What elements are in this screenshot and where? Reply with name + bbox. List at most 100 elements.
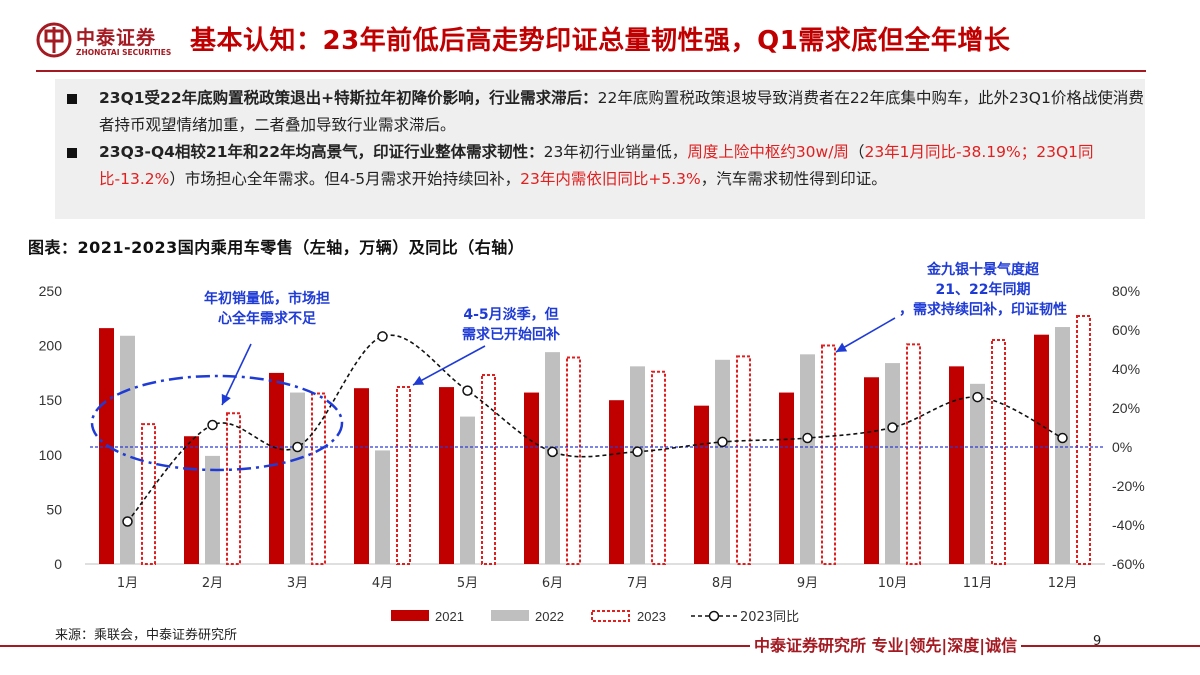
bar-2022: [715, 359, 730, 564]
arrow-apr-may: [412, 345, 486, 386]
arrow-autumn-head: [836, 342, 848, 352]
x-axis-tick-label: 10月: [878, 576, 908, 591]
yoy-point-2023: [122, 516, 133, 527]
yoy-point-2023: [802, 432, 813, 444]
annotation-apr-may: 需求已开始回补: [462, 326, 560, 343]
arrow-autumn: [835, 317, 896, 353]
slide-title: 基本认知：23年前低后高走势印证总量韧性强，Q1需求底但全年增长: [190, 26, 1011, 56]
bar-2023: [651, 370, 666, 565]
x-axis-tick-label: 12月: [1048, 576, 1078, 591]
yoy-point-2023: [462, 385, 473, 396]
right-axis-tick-label: 60%: [1112, 322, 1140, 338]
arrow-early-year-head: [221, 393, 231, 405]
right-axis-tick-label: -20%: [1112, 478, 1145, 494]
left-axis-tick-label: 100: [39, 447, 63, 463]
bullet-2-body-2: （: [848, 143, 865, 161]
annotation-autumn: 21、22年同期: [936, 281, 1031, 298]
bar-2021: [184, 436, 199, 564]
right-axis-tick-label: -60%: [1112, 556, 1145, 572]
bar-2022: [630, 366, 645, 564]
figure-caption: 图表：2021-2023国内乘用车零售（左轴，万辆）及同比（右轴）: [28, 238, 525, 257]
highlight-ellipse: [90, 374, 344, 472]
legend-label-2022: 2022: [535, 609, 564, 624]
bar-2022: [120, 335, 135, 564]
yoy-point-2023: [207, 419, 218, 431]
bullet-2-highlight-2: 23年1月同比-38.19%；23Q1同比-13.2%: [99, 143, 1094, 188]
right-axis-tick-label: 80%: [1112, 283, 1140, 299]
right-axis-tick-label: -40%: [1112, 517, 1145, 533]
bar-2023: [566, 356, 581, 565]
right-axis-tick-label: 40%: [1112, 361, 1140, 377]
legend-swatch-2023: [591, 610, 630, 622]
bullet-square-icon: [67, 148, 77, 158]
legend-label-yoy: 2023同比: [740, 610, 799, 625]
logo-text-cn: 中泰证券: [76, 27, 157, 49]
logo-icon: [36, 22, 72, 58]
bar-2023: [481, 373, 496, 565]
x-axis-tick-label: 1月: [117, 576, 138, 591]
title-divider: [36, 70, 1146, 72]
bar-2022: [375, 450, 390, 564]
yoy-point-2023: [887, 422, 898, 433]
bar-2022: [205, 455, 220, 564]
bullet-2-highlight-3: 23年内需依旧同比+5.3%: [520, 170, 701, 188]
bar-2023: [906, 343, 921, 565]
x-axis-tick-label: 5月: [457, 576, 478, 591]
bar-2023: [736, 355, 751, 566]
bar-2023: [141, 423, 156, 565]
bar-2022: [460, 416, 475, 564]
company-logo: 中泰证券 ZHONGTAI SECURITIES: [36, 20, 186, 64]
bullet-1-body: 22年底购置税政策退坡导致消费者在22年底集中购车，此外23Q1价格战使消费者持…: [99, 89, 1144, 134]
bar-2022: [1055, 327, 1070, 564]
bullet-square-icon: [67, 94, 77, 104]
bar-2021: [354, 388, 369, 564]
bullet-1-heading: 23Q1受22年底购置税政策退出+特斯拉年初降价影响，行业需求滞后：: [99, 89, 598, 107]
right-axis-tick-label: 0%: [1112, 439, 1132, 455]
arrow-apr-may-head: [413, 375, 425, 385]
bullet-2-text: 23Q3-Q4相较21年和22年均高景气，印证行业整体需求韧性：23年初行业销量…: [99, 139, 1149, 193]
x-axis-tick-label: 8月: [712, 576, 733, 591]
logo-text-en: ZHONGTAI SECURITIES: [76, 48, 172, 57]
source-note: 来源：乘联会，中泰证券研究所: [55, 628, 238, 643]
annotation-apr-may: 4-5月淡季，但: [463, 306, 558, 323]
bullet-2-body-4: ，汽车需求韧性得到印证。: [700, 170, 887, 188]
annotation-autumn: ，需求持续回补，印证韧性: [899, 301, 1067, 318]
bar-2021: [694, 405, 709, 564]
annotation-autumn: 金九银十景气度超: [926, 261, 1040, 278]
legend-swatch-2021: [391, 610, 429, 621]
bar-2022: [800, 354, 815, 564]
summary-box: 23Q1受22年底购置税政策退出+特斯拉年初降价影响，行业需求滞后：22年底购置…: [55, 79, 1145, 219]
bar-2023: [226, 412, 241, 565]
bar-2022: [885, 363, 900, 564]
bullet-2-highlight-1: 周度上险中枢约30w/周: [687, 143, 849, 161]
x-axis-tick-label: 2月: [202, 576, 223, 591]
bar-2023: [991, 339, 1006, 565]
bar-2021: [524, 392, 539, 564]
left-axis-tick-label: 250: [39, 283, 63, 299]
x-axis-tick-label: 9月: [797, 576, 818, 591]
bar-2023: [311, 392, 326, 565]
yoy-point-2023: [632, 446, 643, 457]
bar-2022: [545, 352, 560, 564]
bar-2021: [779, 392, 794, 564]
x-axis-tick-label: 3月: [287, 576, 308, 591]
bar-2021: [269, 372, 284, 564]
annotation-early-year: 心全年需求不足: [218, 310, 317, 327]
legend-label-2021: 2021: [435, 609, 464, 624]
arrow-early-year: [221, 343, 252, 406]
yoy-point-2023: [972, 391, 983, 403]
x-axis-tick-label: 4月: [372, 576, 393, 591]
bar-2021: [609, 400, 624, 564]
legend-label-2023: 2023: [637, 609, 666, 624]
yoy-point-2023: [717, 436, 728, 448]
bar-2022: [290, 392, 305, 564]
page-number: 9: [1093, 634, 1102, 649]
bar-2022: [970, 383, 985, 564]
bar-2021: [439, 387, 454, 564]
bar-2021: [864, 377, 879, 564]
bullet-2-body-3: ）市场担心全年需求。但4-5月需求开始持续回补，: [169, 170, 521, 188]
footer-tagline: 中泰证券研究所 专业|领先|深度|诚信: [750, 632, 1022, 656]
footer-divider: [0, 645, 1200, 647]
bullet-2-body-1: 23年初行业销量低，: [543, 143, 688, 161]
